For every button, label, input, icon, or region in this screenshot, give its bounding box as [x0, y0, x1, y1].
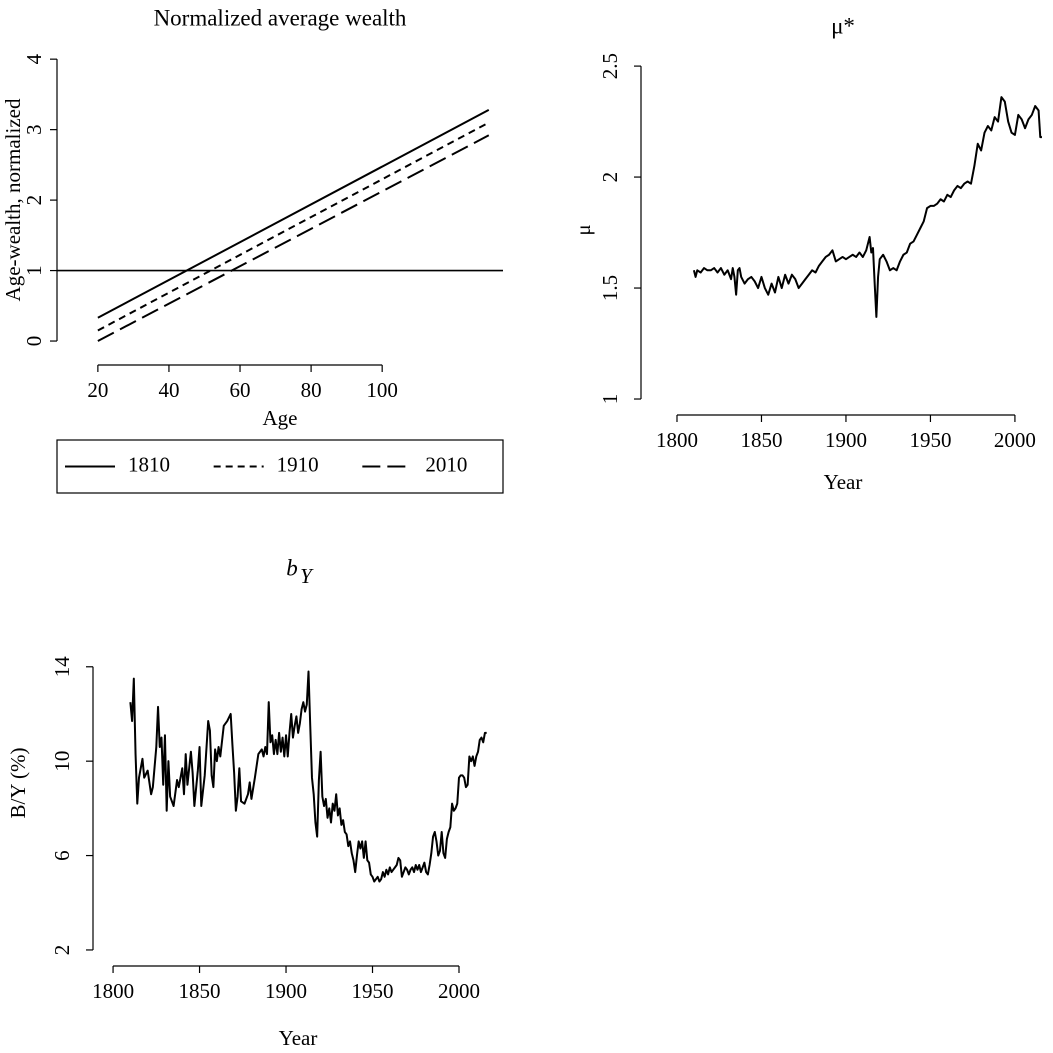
subplot: b Y Year B/Y (%) 1800 1850 1900 1950 2000 2 6 10 14: [6, 555, 487, 1050]
y-tick-label: 0: [22, 336, 46, 347]
chart-title: Normalized average wealth: [154, 5, 407, 30]
x-tick-label: 1950: [352, 979, 394, 1003]
chart-title-subscript: Y: [300, 564, 314, 588]
y-tick-label: 2: [22, 195, 46, 206]
x-axis-title: Age: [263, 406, 298, 430]
y-tick-label: 14: [50, 656, 74, 678]
chart-title: b: [286, 555, 298, 580]
subplot: μ* Year μ 1800 1850 1900 1950 2000 1 1.5 2 2.5: [571, 13, 1042, 494]
x-tick-label: 40: [158, 378, 179, 402]
x-tick-label: 20: [87, 378, 108, 402]
x-tick-label: 1900: [265, 979, 307, 1003]
x-tick-label: 1900: [825, 428, 867, 452]
y-tick-label: 1.5: [598, 275, 622, 301]
y-axis-title: μ: [571, 224, 595, 235]
legend-label: 1810: [128, 452, 170, 476]
x-tick-label: 1800: [656, 428, 698, 452]
y-axis-title: B/Y (%): [6, 748, 30, 819]
x-axis-title: Year: [824, 470, 863, 494]
x-tick-label: 60: [230, 378, 251, 402]
y-tick-label: 2: [598, 172, 622, 183]
x-tick-label: 1800: [92, 979, 134, 1003]
x-tick-label: 1850: [740, 428, 782, 452]
y-tick-label: 1: [22, 265, 46, 276]
x-tick-label: 2000: [994, 428, 1036, 452]
y-tick-label: 2: [50, 945, 74, 956]
y-tick-label: 1: [598, 394, 622, 405]
series-line: [97, 134, 490, 342]
legend-box: [56, 439, 504, 494]
x-tick-label: 1850: [179, 979, 221, 1003]
x-tick-label: 2000: [438, 979, 480, 1003]
y-tick-label: 4: [22, 53, 46, 64]
x-tick-label: 1950: [909, 428, 951, 452]
x-tick-label: 80: [301, 378, 322, 402]
legend-label: 1910: [277, 452, 319, 476]
chart-title: μ*: [831, 13, 855, 38]
series-line: [97, 109, 490, 319]
x-tick-label: 100: [366, 378, 398, 402]
y-tick-label: 10: [50, 751, 74, 772]
subplot: Normalized average wealth Age Age-wealth, …: [1, 5, 504, 494]
y-tick-label: 6: [50, 850, 74, 861]
series-line: [692, 96, 1042, 318]
y-tick-label: 3: [22, 124, 46, 135]
series-line: [129, 670, 487, 883]
y-axis-title: Age-wealth, normalized: [1, 98, 25, 301]
x-axis-title: Year: [279, 1026, 318, 1050]
y-tick-label: 2.5: [598, 53, 622, 79]
series-line: [97, 121, 490, 332]
legend-label: 2010: [425, 452, 467, 476]
